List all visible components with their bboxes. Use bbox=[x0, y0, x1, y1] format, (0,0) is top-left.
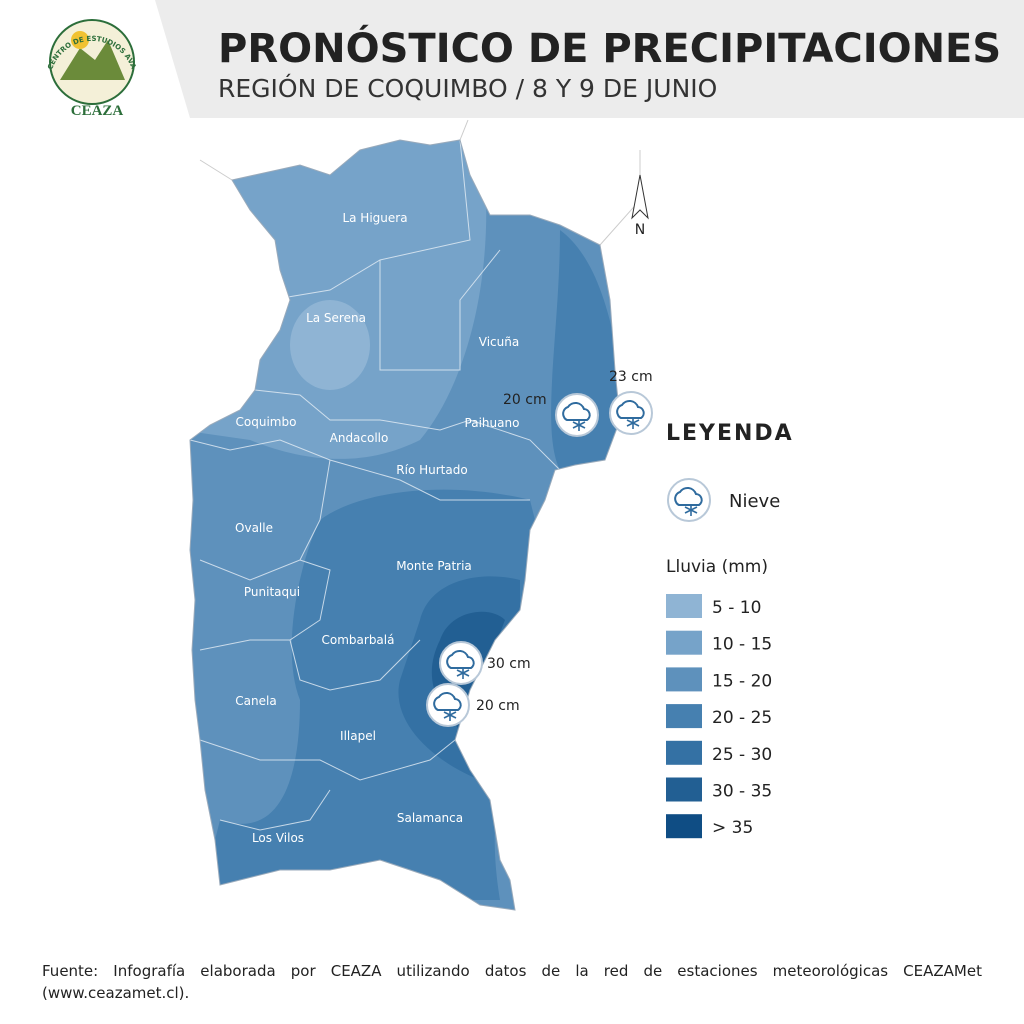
communes: La Higuera La Serena Vicuña Coquimbo And… bbox=[235, 211, 519, 845]
legend-swatch bbox=[666, 667, 702, 692]
legend-label: 20 - 25 bbox=[712, 708, 772, 728]
legend-label: 5 - 10 bbox=[712, 598, 761, 618]
legend-swatch bbox=[666, 704, 702, 729]
logo-name: CEAZA bbox=[71, 103, 124, 119]
commune: Punitaqui bbox=[244, 585, 300, 599]
snow-icon bbox=[426, 683, 470, 727]
legend-snow: Nieve bbox=[729, 491, 780, 512]
subtitle: REGIÓN DE COQUIMBO / 8 Y 9 DE JUNIO bbox=[218, 73, 717, 103]
legend-swatch bbox=[666, 814, 702, 839]
commune: Canela bbox=[235, 694, 276, 708]
snow-label: 23 cm bbox=[609, 369, 653, 385]
commune: La Higuera bbox=[342, 211, 407, 225]
source: Fuente: Infografía elaborada por CEAZA u… bbox=[42, 962, 982, 1002]
logo-mountain bbox=[60, 40, 125, 80]
commune: Río Hurtado bbox=[396, 463, 467, 477]
legend-snow-icon bbox=[667, 478, 711, 522]
legend-label: 15 - 20 bbox=[712, 671, 772, 691]
header-band bbox=[155, 0, 1024, 118]
legend-swatch bbox=[666, 777, 702, 802]
snow-label: 20 cm bbox=[476, 698, 520, 714]
commune: Andacollo bbox=[330, 431, 389, 445]
logo-sun bbox=[71, 31, 89, 49]
legend-label: 25 - 30 bbox=[712, 745, 772, 765]
commune: La Serena bbox=[306, 311, 366, 325]
legend-title: LEYENDA bbox=[666, 421, 794, 446]
commune: Paihuano bbox=[465, 416, 520, 430]
commune: Monte Patria bbox=[396, 559, 472, 573]
legend-label: 30 - 35 bbox=[712, 782, 772, 802]
legend-label: > 35 bbox=[712, 818, 753, 838]
snow-points: 20 cm 23 cm 30 cm 20 cm bbox=[426, 369, 653, 727]
legend-rain-title: Lluvia (mm) bbox=[666, 557, 768, 577]
snow-label: 30 cm bbox=[487, 656, 531, 672]
legend-swatch bbox=[666, 594, 702, 618]
commune: Coquimbo bbox=[236, 415, 297, 429]
commune: Vicuña bbox=[479, 335, 519, 349]
snow-icon bbox=[439, 641, 483, 685]
north-arrow bbox=[631, 174, 649, 220]
north-label: N bbox=[635, 222, 645, 238]
commune: Illapel bbox=[340, 729, 376, 743]
legend-rain: 5 - 10 10 - 15 15 - 20 20 - 25 25 - 30 30 - 3… bbox=[666, 594, 772, 839]
commune: Los Vilos bbox=[252, 831, 304, 845]
commune: Combarbalá bbox=[322, 633, 395, 647]
snow-icon bbox=[555, 393, 599, 437]
legend-swatch bbox=[666, 740, 702, 765]
title: PRONÓSTICO DE PRECIPITACIONES bbox=[218, 24, 1001, 72]
commune: Salamanca bbox=[397, 811, 463, 825]
legend-swatch bbox=[666, 630, 702, 655]
commune: Ovalle bbox=[235, 521, 273, 535]
snow-label: 20 cm bbox=[503, 392, 547, 408]
legend-label: 10 - 15 bbox=[712, 635, 772, 655]
snow-icon bbox=[609, 391, 653, 435]
